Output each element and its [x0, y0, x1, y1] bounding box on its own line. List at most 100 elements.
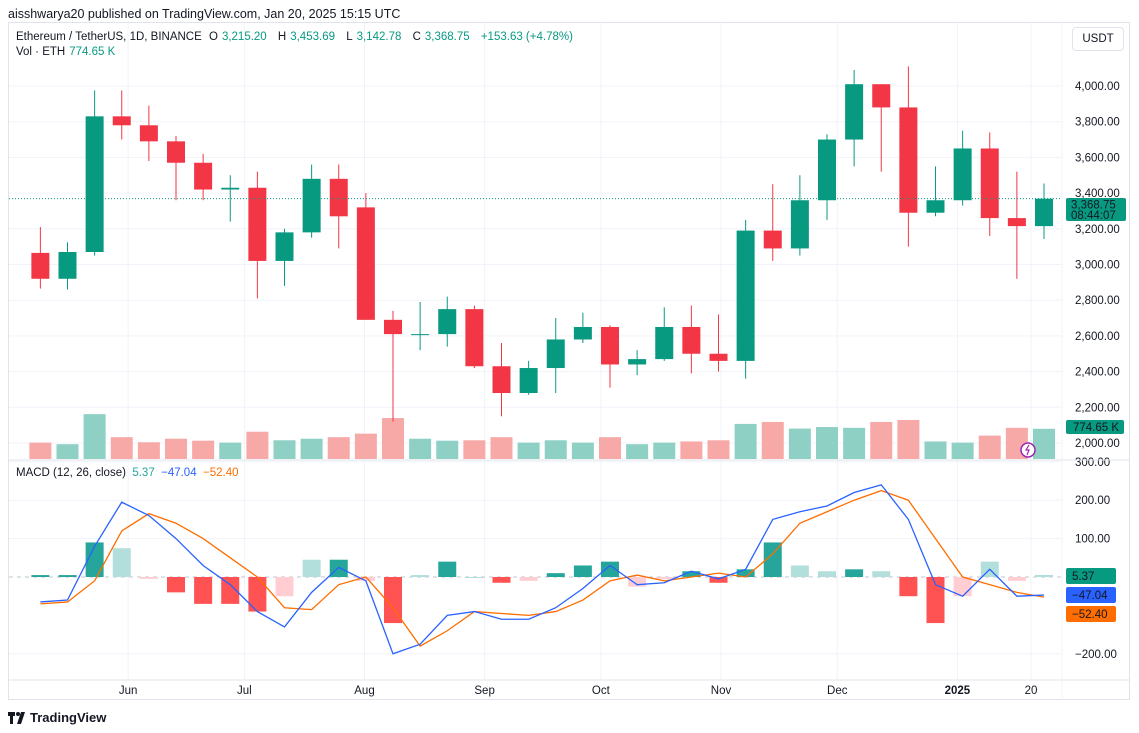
chart-frame [8, 22, 1130, 700]
macd-line-value: −47.04 [161, 467, 197, 479]
volume-bar [490, 437, 513, 459]
price-tick-label: 3,200.00 [1075, 224, 1120, 236]
macd-histogram-bar [872, 571, 891, 577]
volume-bar [83, 414, 106, 459]
macd-histogram-bar [139, 577, 158, 579]
macd-tick-label: 100.00 [1075, 534, 1110, 546]
volume-bar [816, 427, 838, 459]
macd-histogram-bar [736, 569, 755, 577]
volume-bar [246, 431, 269, 459]
volume-badge-value: 774.65 K [1073, 422, 1119, 434]
macd-histogram-bar [438, 561, 457, 577]
volume-bar [870, 421, 893, 459]
candle-body [492, 366, 511, 394]
macd-signal-badge-value: −52.40 [1072, 609, 1108, 621]
price-badge [1066, 198, 1126, 221]
candle-body [248, 187, 267, 261]
volume-bar [761, 421, 784, 459]
macd-histogram-bar [1007, 577, 1026, 581]
volume-bar [409, 438, 432, 459]
candle-body [872, 84, 891, 108]
macd-histogram-bar [275, 577, 294, 597]
volume-bar [463, 440, 486, 459]
candle-body [384, 319, 402, 335]
change-value: +153.63 (+4.78%) [480, 31, 573, 43]
macd-histogram-bar [302, 559, 321, 577]
candle-body [845, 84, 864, 140]
macd-histogram-bar [31, 575, 50, 577]
macd-histogram-bar [763, 542, 782, 577]
candle-body [682, 326, 701, 354]
time-tick-label: Aug [354, 685, 374, 697]
time-tick-label: Oct [592, 685, 611, 697]
macd-histogram-bar [492, 577, 511, 583]
tradingview-logo: TradingView [8, 710, 106, 725]
time-tick-label: Jun [119, 685, 138, 697]
candle-body [465, 309, 484, 367]
volume-bar [219, 442, 242, 459]
macd-histogram-bar [899, 577, 918, 597]
high-value: 3,453.69 [290, 31, 335, 43]
volume-bar [382, 418, 404, 459]
candle-body [275, 232, 294, 261]
volume-bar [29, 442, 52, 459]
volume-bar [436, 440, 459, 459]
volume-label[interactable]: Vol · ETH [16, 46, 66, 58]
volume-value: 774.65 K [69, 46, 116, 58]
macd-tick-label: −200.00 [1075, 649, 1117, 661]
macd-tick-label: 300.00 [1075, 457, 1110, 469]
price-tick-label: 2,400.00 [1075, 367, 1120, 379]
candle-body [329, 178, 348, 217]
open-label: O [208, 31, 218, 43]
macd-histogram-bar [248, 577, 267, 612]
symbol-name[interactable]: Ethereum / TetherUS, 1D, BINANCE [16, 31, 202, 43]
candle-body [573, 326, 592, 340]
candle-body [926, 200, 945, 213]
price-tick-label: 4,000.00 [1075, 81, 1120, 93]
candle-body [818, 139, 836, 201]
volume-bar [273, 440, 296, 459]
macd-histogram-bar [167, 577, 185, 593]
macd-label[interactable]: MACD (12, 26, close) [16, 467, 126, 479]
close-value: 3,368.75 [424, 31, 470, 43]
price-tick-label: 3,800.00 [1075, 117, 1120, 129]
volume-bar [707, 440, 730, 459]
candle-body [1007, 218, 1026, 227]
time-tick-label: Nov [711, 685, 732, 697]
volume-bar [354, 433, 377, 459]
macd-signal-line [40, 489, 1045, 647]
candle-body [980, 148, 999, 219]
volume-bar [978, 435, 1001, 459]
macd-histogram-bar [221, 577, 240, 604]
candle-body [411, 334, 430, 336]
macd-line-badge [1066, 587, 1116, 603]
macd-histogram-bar [682, 571, 701, 577]
currency-button[interactable]: USDT [1072, 27, 1124, 51]
macd-histogram-bar [356, 577, 375, 581]
macd-legend: MACD (12, 26, close) 5.37 −47.04 −52.40 [16, 467, 239, 479]
open-value: 3,215.20 [221, 31, 267, 43]
high-label: H [277, 31, 287, 43]
volume-bar [599, 437, 621, 459]
volume-bar [1033, 428, 1055, 459]
volume-bar [951, 442, 974, 459]
published-line: aisshwarya20 published on TradingView.co… [8, 7, 401, 21]
macd-histogram-bar [601, 561, 619, 577]
price-tick-label: 2,600.00 [1075, 331, 1120, 343]
candle-body [139, 125, 158, 142]
macd-histogram-bar [329, 559, 348, 577]
macd-histogram-bar [628, 577, 647, 587]
brand-name: TradingView [30, 710, 107, 725]
time-tick-label: 20 [1025, 685, 1038, 697]
volume-bar [137, 442, 160, 459]
lightning-icon-bolt [1024, 444, 1030, 456]
low-label: L [346, 31, 353, 43]
volume-bar [192, 440, 215, 459]
macd-histogram-bar [709, 577, 728, 583]
candle-body [899, 107, 918, 213]
volume-badge [1066, 420, 1124, 434]
macd-histogram-bar [818, 571, 836, 577]
price-tick-label: 3,600.00 [1075, 152, 1120, 164]
